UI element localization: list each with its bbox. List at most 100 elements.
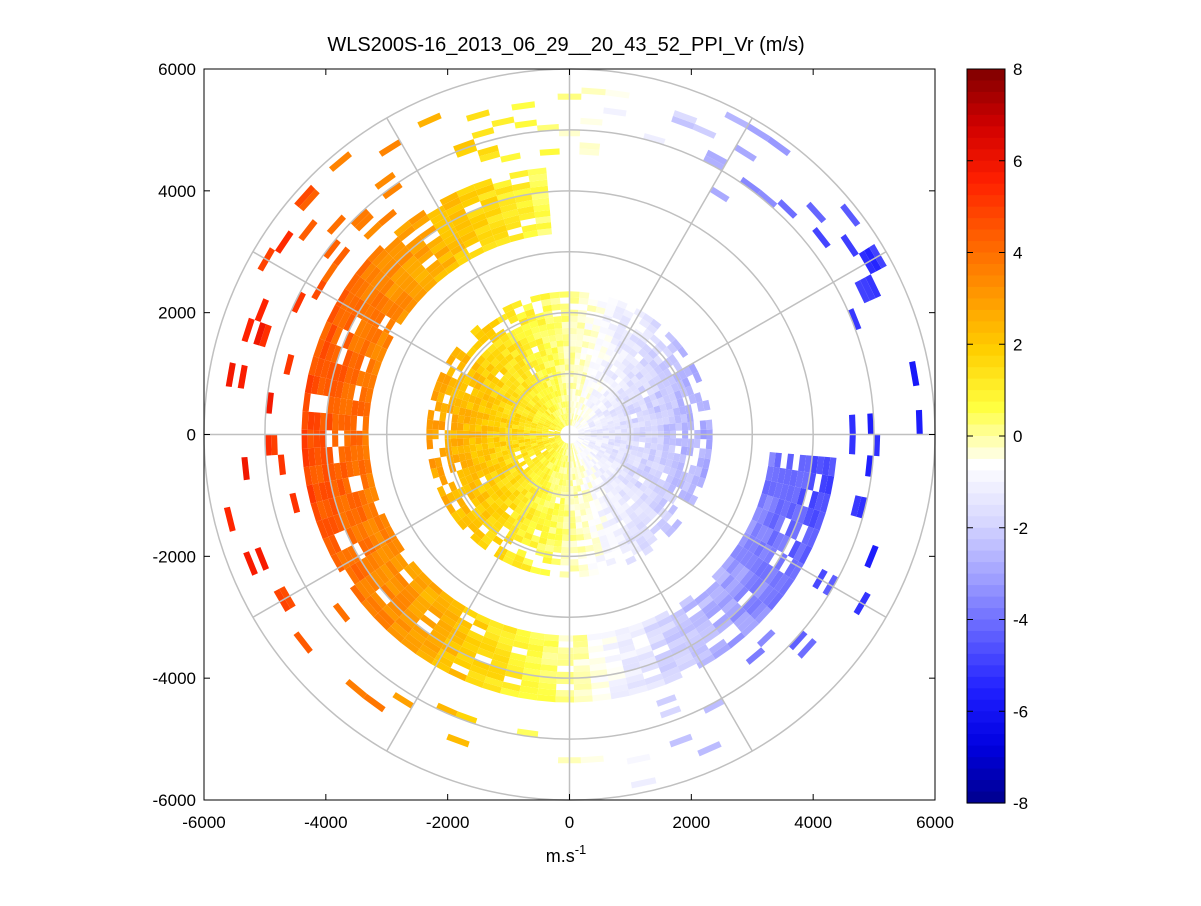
velocity-cell <box>338 446 346 463</box>
velocity-cell <box>583 328 592 337</box>
velocity-cell <box>629 333 640 344</box>
velocity-cell <box>437 250 454 265</box>
velocity-cell <box>692 123 717 139</box>
velocity-cell <box>635 520 646 531</box>
velocity-cell <box>450 627 468 641</box>
velocity-cell <box>550 391 556 399</box>
velocity-cell <box>613 477 622 485</box>
colorbar-band <box>967 504 1005 517</box>
velocity-cell <box>765 465 775 482</box>
x-tick-label: -6000 <box>182 813 225 832</box>
velocity-cell <box>547 532 556 541</box>
velocity-cell <box>455 144 478 158</box>
velocity-cell <box>599 417 607 422</box>
velocity-cell <box>621 655 639 666</box>
velocity-cell <box>622 309 634 319</box>
velocity-cell <box>555 459 561 466</box>
velocity-cell <box>576 528 584 535</box>
velocity-cell <box>431 600 448 615</box>
velocity-cell <box>506 664 525 674</box>
velocity-cell <box>487 465 496 474</box>
velocity-cell <box>553 316 562 323</box>
velocity-cell <box>367 308 381 326</box>
velocity-cell <box>518 439 525 444</box>
velocity-cell <box>550 366 557 373</box>
velocity-cell <box>635 644 653 656</box>
velocity-cell <box>578 417 584 423</box>
velocity-cell <box>456 438 464 447</box>
velocity-cell <box>609 683 629 694</box>
velocity-cell <box>458 453 467 462</box>
velocity-cell <box>595 357 603 365</box>
velocity-cell <box>648 467 657 476</box>
velocity-cell <box>577 402 581 409</box>
velocity-cell <box>577 446 582 453</box>
velocity-cell <box>725 559 740 575</box>
velocity-cell <box>486 213 504 225</box>
velocity-cell <box>676 397 685 408</box>
velocity-cell <box>580 117 603 126</box>
velocity-cell <box>468 394 477 404</box>
velocity-cell <box>639 357 649 368</box>
velocity-cell <box>638 421 646 428</box>
velocity-cell <box>663 671 683 685</box>
velocity-cell <box>525 420 532 425</box>
velocity-cell <box>569 540 578 548</box>
velocity-cell <box>569 565 580 572</box>
velocity-cell <box>679 595 695 609</box>
velocity-cell <box>537 463 544 470</box>
y-tick-label: 6000 <box>158 60 196 79</box>
velocity-cell <box>541 492 548 501</box>
velocity-cell <box>654 390 663 400</box>
velocity-cell <box>580 444 586 450</box>
velocity-cell <box>564 461 568 468</box>
velocity-cell <box>543 500 551 508</box>
velocity-cell <box>669 733 693 748</box>
velocity-cell <box>495 506 505 517</box>
velocity-cell <box>446 733 470 748</box>
velocity-cell <box>699 420 707 430</box>
velocity-cell <box>703 155 725 171</box>
velocity-cell <box>663 437 670 445</box>
velocity-cell <box>602 507 611 516</box>
velocity-cell <box>596 385 604 393</box>
velocity-cell <box>634 480 643 489</box>
velocity-cell <box>632 401 641 409</box>
velocity-cell <box>651 399 660 408</box>
velocity-cell <box>656 518 667 529</box>
velocity-cell <box>777 199 798 219</box>
velocity-cell <box>637 446 645 453</box>
velocity-cell <box>577 426 583 430</box>
velocity-cell <box>716 618 734 634</box>
velocity-cell <box>585 476 591 484</box>
velocity-cell <box>603 486 611 494</box>
velocity-cell <box>560 421 565 428</box>
velocity-cell <box>520 480 529 489</box>
colorbar-band <box>967 149 1005 162</box>
velocity-cell <box>573 485 578 493</box>
velocity-cell <box>672 647 691 661</box>
velocity-cell <box>519 445 526 451</box>
velocity-cell <box>493 426 500 433</box>
velocity-cell <box>412 623 430 640</box>
velocity-cell <box>543 342 552 350</box>
velocity-cell <box>482 413 490 421</box>
velocity-cell <box>512 497 522 506</box>
velocity-cell <box>602 409 610 415</box>
velocity-cell <box>515 628 532 638</box>
velocity-cell <box>509 169 529 180</box>
velocity-cell <box>559 441 565 447</box>
velocity-cell <box>645 627 663 640</box>
polar-grid-spoke <box>599 486 753 752</box>
velocity-cell <box>475 613 491 626</box>
colorbar-band <box>967 436 1005 449</box>
velocity-cell <box>461 195 480 209</box>
velocity-cell <box>528 399 536 407</box>
velocity-cell <box>617 450 625 457</box>
velocity-cell <box>571 413 574 420</box>
velocity-cell <box>576 534 585 541</box>
velocity-cell <box>429 629 448 644</box>
velocity-cell <box>360 474 370 490</box>
velocity-cell <box>490 357 500 368</box>
velocity-cell <box>548 526 557 534</box>
